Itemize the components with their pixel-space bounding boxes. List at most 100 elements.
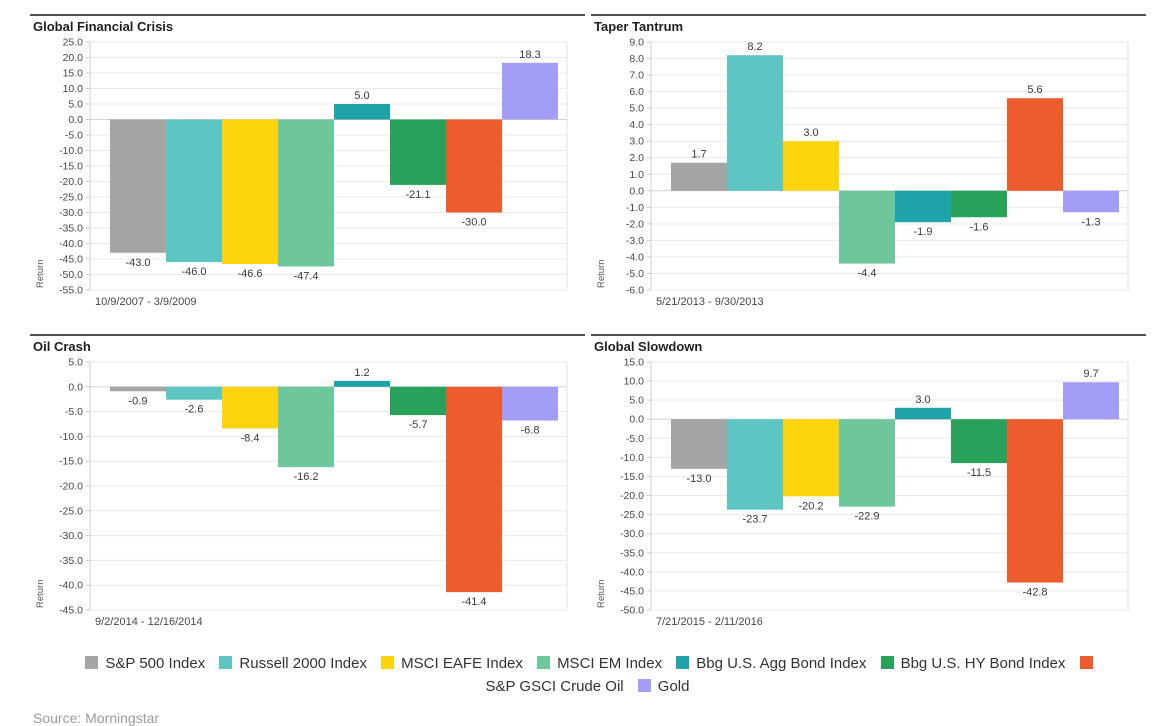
bar-chart-global-slowdown: 15.0 10.0 5.0 0.0 -5.0 -10.0 -15.0 -20.0 -25.0 -3… xyxy=(596,357,1129,628)
legend-label-agg-bond: Bbg U.S. Agg Bond Index xyxy=(696,655,867,672)
svg-text:-20.0: -20.0 xyxy=(59,176,83,188)
svg-text:Return: Return xyxy=(35,259,46,288)
legend-item-msci-em: MSCI EM Index xyxy=(527,655,662,672)
svg-text:-16.2: -16.2 xyxy=(293,471,318,483)
svg-text:5/21/2013 - 9/30/2013: 5/21/2013 - 9/30/2013 xyxy=(656,296,764,308)
svg-text:-5.0: -5.0 xyxy=(65,406,83,418)
svg-text:-42.8: -42.8 xyxy=(1022,587,1047,599)
svg-text:20.0: 20.0 xyxy=(63,52,84,64)
svg-text:1.0: 1.0 xyxy=(629,169,644,181)
svg-text:-1.6: -1.6 xyxy=(970,221,989,233)
svg-text:9/2/2014 - 12/16/2014: 9/2/2014 - 12/16/2014 xyxy=(95,616,203,628)
legend-item-hy-bond: Bbg U.S. HY Bond Index xyxy=(871,655,1065,672)
svg-text:-20.0: -20.0 xyxy=(59,481,83,493)
svg-text:-15.0: -15.0 xyxy=(59,456,83,468)
svg-text:-10.0: -10.0 xyxy=(620,452,644,464)
svg-text:3.0: 3.0 xyxy=(915,394,930,406)
svg-text:-6.0: -6.0 xyxy=(626,285,644,297)
legend-swatch-russell2000-icon xyxy=(219,656,233,669)
chart-title-global-slowdown: Global Slowdown xyxy=(594,339,703,354)
chart-title-taper-tantrum: Taper Tantrum xyxy=(594,19,684,34)
svg-text:-30.0: -30.0 xyxy=(461,217,486,229)
svg-text:-30.0: -30.0 xyxy=(620,528,644,540)
legend-label-gold: Gold xyxy=(657,678,690,695)
panel-top-rule xyxy=(30,334,585,336)
svg-text:-35.0: -35.0 xyxy=(620,547,644,559)
svg-text:3.0: 3.0 xyxy=(803,127,818,139)
svg-text:-30.0: -30.0 xyxy=(59,530,83,542)
svg-text:5.0: 5.0 xyxy=(68,99,83,111)
chart-panel-oil-crash: Oil Crash 5.0 0.0 -5.0 -10.0 -15.0 -20.0 -25.0… xyxy=(30,334,585,646)
svg-text:-50.0: -50.0 xyxy=(59,269,83,281)
svg-text:-15.0: -15.0 xyxy=(620,471,644,483)
chart-legend: S&P 500 Index Russell 2000 Index MSCI EA… xyxy=(30,652,1145,698)
legend-swatch-hy-bond-icon xyxy=(880,656,894,669)
svg-text:-2.6: -2.6 xyxy=(185,404,204,416)
svg-text:5.0: 5.0 xyxy=(629,395,644,407)
svg-text:-46.6: -46.6 xyxy=(237,268,262,280)
bar-chart-oil-crash: 5.0 0.0 -5.0 -10.0 -15.0 -20.0 -25.0 -30.0 -35.0… xyxy=(35,357,568,628)
svg-text:-3.0: -3.0 xyxy=(626,235,644,247)
svg-text:6.0: 6.0 xyxy=(629,86,644,98)
svg-text:-5.0: -5.0 xyxy=(626,433,644,445)
svg-text:-5.0: -5.0 xyxy=(626,268,644,280)
svg-text:-35.0: -35.0 xyxy=(59,555,83,567)
svg-text:-2.0: -2.0 xyxy=(626,218,644,230)
legend-swatch-msci-em-icon xyxy=(537,656,551,669)
svg-text:18.3: 18.3 xyxy=(519,49,540,61)
legend-label-msci-em: MSCI EM Index xyxy=(557,655,663,672)
svg-text:5.0: 5.0 xyxy=(354,90,369,102)
svg-text:9.0: 9.0 xyxy=(629,37,644,49)
legend-item-russell2000: Russell 2000 Index xyxy=(209,655,367,672)
svg-text:5.0: 5.0 xyxy=(629,103,644,115)
source-note: Source: Morningstar xyxy=(33,710,160,726)
charts-grid: Global Financial Crisis 25.0 20.0 15.0 10.0… xyxy=(30,14,1146,646)
svg-text:2.0: 2.0 xyxy=(629,152,644,164)
svg-text:9.7: 9.7 xyxy=(1083,368,1098,380)
svg-text:1.2: 1.2 xyxy=(354,367,369,379)
svg-text:-43.0: -43.0 xyxy=(125,257,150,269)
svg-text:-10.0: -10.0 xyxy=(59,431,83,443)
svg-text:5.0: 5.0 xyxy=(68,357,83,369)
svg-text:Return: Return xyxy=(35,579,46,608)
panel-top-rule xyxy=(30,14,585,16)
svg-text:-55.0: -55.0 xyxy=(59,285,83,297)
legend-swatch-msci-eafe-icon xyxy=(381,656,395,669)
svg-text:-40.0: -40.0 xyxy=(59,580,83,592)
svg-text:7/21/2015 - 2/11/2016: 7/21/2015 - 2/11/2016 xyxy=(656,616,763,628)
svg-text:0.0: 0.0 xyxy=(629,414,644,426)
svg-text:-5.0: -5.0 xyxy=(65,130,83,142)
panel-top-rule xyxy=(591,334,1146,336)
svg-text:-15.0: -15.0 xyxy=(59,161,83,173)
chart-panel-global-slowdown: Global Slowdown 15.0 10.0 5.0 0.0 -5.0 -10.0 -… xyxy=(591,334,1146,646)
chart-panel-taper-tantrum: Taper Tantrum 9.0 8.0 7.0 6.0 5.0 4.0 3.0 2.0 1.… xyxy=(591,14,1146,326)
svg-text:1.7: 1.7 xyxy=(691,149,706,161)
svg-text:7.0: 7.0 xyxy=(629,70,644,82)
svg-text:-10.0: -10.0 xyxy=(59,145,83,157)
legend-swatch-agg-bond-icon xyxy=(676,656,690,669)
svg-text:-0.9: -0.9 xyxy=(129,395,148,407)
svg-text:-1.0: -1.0 xyxy=(626,202,644,214)
svg-text:0.0: 0.0 xyxy=(629,185,644,197)
legend-swatch-gold-icon xyxy=(637,679,651,692)
panel-top-rule xyxy=(591,14,1146,16)
svg-text:10.0: 10.0 xyxy=(63,83,84,95)
svg-text:-50.0: -50.0 xyxy=(620,605,644,617)
svg-text:Return: Return xyxy=(596,579,607,608)
svg-text:15.0: 15.0 xyxy=(63,68,84,80)
svg-text:0.0: 0.0 xyxy=(68,381,83,393)
legend-label-russell2000: Russell 2000 Index xyxy=(239,655,367,672)
svg-text:-25.0: -25.0 xyxy=(620,509,644,521)
svg-text:-5.7: -5.7 xyxy=(409,419,428,431)
legend-label-msci-eafe: MSCI EAFE Index xyxy=(401,655,523,672)
svg-text:0.0: 0.0 xyxy=(68,114,83,126)
svg-text:-45.0: -45.0 xyxy=(620,585,644,597)
svg-text:10.0: 10.0 xyxy=(624,376,645,388)
svg-text:-45.0: -45.0 xyxy=(59,254,83,266)
svg-text:-20.2: -20.2 xyxy=(798,500,823,512)
svg-text:-30.0: -30.0 xyxy=(59,207,83,219)
svg-text:-4.0: -4.0 xyxy=(626,251,644,263)
svg-text:-22.9: -22.9 xyxy=(854,511,879,523)
svg-text:-1.9: -1.9 xyxy=(914,226,933,238)
svg-text:-13.0: -13.0 xyxy=(686,473,711,485)
